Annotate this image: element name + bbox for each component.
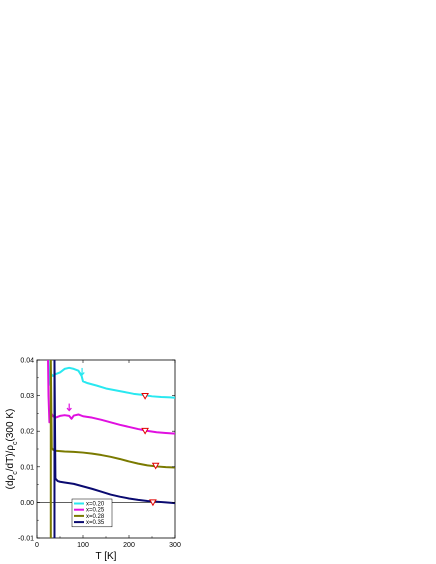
y-label-pre: (d (5, 480, 16, 489)
legend-label-1: x=0.20 (86, 502, 105, 508)
x-axis-label: T [K] (96, 551, 117, 562)
series-line-3 (49, 360, 175, 538)
anomaly-arrowhead-2 (66, 407, 72, 412)
y-tick-label: -0.01 (18, 536, 34, 543)
series-line-1 (47, 360, 175, 399)
y-label-rho2: ρ (5, 445, 16, 451)
x-tick-label: 100 (77, 542, 89, 549)
transition-marker-4 (149, 499, 157, 507)
y-label-sub2: c (12, 441, 19, 445)
transition-marker-3 (151, 462, 160, 470)
transition-marker-1 (141, 392, 149, 400)
y-tick-label: 0.04 (20, 358, 34, 365)
series-line-4 (53, 360, 175, 538)
y-tick-label: 0.03 (20, 393, 34, 400)
y-label-rho: ρ (5, 474, 16, 480)
legend: x=0.20x=0.25x=0.28x=0.35 (71, 498, 113, 528)
y-axis-label: (dρc/dT)/ρc(300 K) (5, 409, 19, 490)
legend-label-3: x=0.28 (86, 514, 105, 520)
marker-group (66, 367, 160, 507)
anomaly-arrowhead-1 (79, 372, 85, 376)
plot-area (36, 359, 176, 539)
x-tick-label: 300 (169, 542, 181, 549)
x-tick-label: 200 (123, 542, 135, 549)
x-tick-label: 0 (35, 542, 39, 549)
y-tick-label: 0.02 (20, 429, 34, 436)
transition-marker-2 (141, 427, 149, 435)
y-axis-ticks: -0.01 0.00 0.01 0.02 0.03 0.04 (18, 358, 175, 543)
legend-label-4: x=0.35 (86, 520, 105, 526)
legend-label-2: x=0.25 (86, 508, 105, 514)
x-axis-ticks: 0 100 200 300 (35, 360, 181, 549)
y-label-post: (300 K) (5, 409, 16, 442)
y-label-mid: /dT)/ (5, 450, 16, 471)
y-tick-label: 0.00 (20, 500, 34, 507)
y-tick-label: 0.01 (20, 464, 34, 471)
y-label-sub: c (12, 471, 19, 475)
